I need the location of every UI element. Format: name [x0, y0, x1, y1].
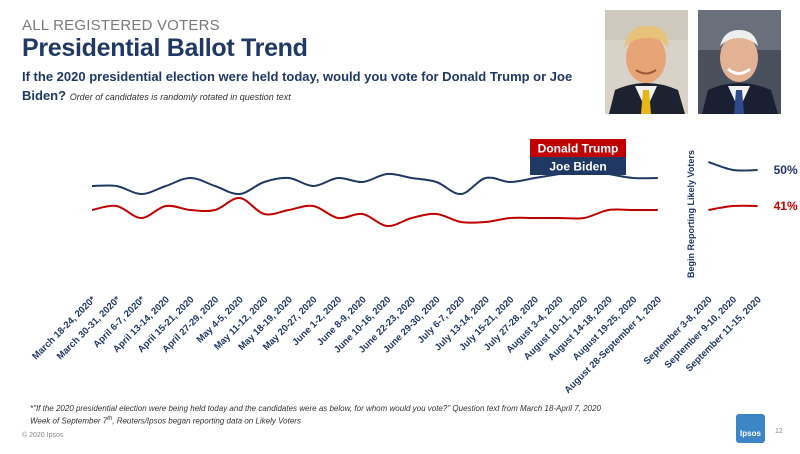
footnote-line-2: Week of September 7th, Reuters/Ipsos beg…	[30, 414, 670, 427]
question-main: If the 2020 presidential election were h…	[22, 69, 573, 103]
x-tick-labels: March 18-24, 2020*March 30-31, 2020*Apri…	[30, 294, 764, 396]
period-label: Begin Reporting Likely Voters	[686, 150, 696, 278]
trump-photo	[605, 10, 688, 114]
legend-biden-label: Joe Biden	[549, 160, 606, 174]
legend: Donald Trump Joe Biden	[530, 139, 626, 175]
supertitle: ALL REGISTERED VOTERS	[22, 17, 220, 34]
footnote-line-2-sup: th	[107, 416, 113, 422]
footnote-line-1: *"If the 2020 presidential election were…	[30, 404, 601, 413]
series-line-donald-trump	[91, 197, 658, 228]
end-labels: 50% 41%	[774, 163, 798, 213]
page-title: Presidential Ballot Trend	[22, 34, 308, 62]
footnote-line-2-pre: Week of September 7	[30, 416, 108, 426]
footnote-line-2-post: , Reuters/Ipsos began reporting data on …	[112, 416, 301, 426]
question-note: Order of candidates is randomly rotated …	[69, 92, 291, 102]
copyright: © 2020 Ipsos	[22, 432, 64, 439]
biden-photo	[698, 10, 781, 114]
legend-biden-box	[530, 157, 626, 175]
series-line-donald-trump-likely	[708, 204, 758, 211]
series-line-joe-biden-likely	[708, 161, 758, 172]
footnote: *"If the 2020 presidential election were…	[30, 403, 670, 427]
ipsos-logo: Ipsos	[736, 414, 765, 443]
page-number: 12	[775, 428, 783, 435]
end-label-joe-biden: 50%	[774, 163, 798, 177]
question-text: If the 2020 presidential election were h…	[22, 67, 597, 107]
end-label-donald-trump: 41%	[774, 199, 798, 213]
legend-trump-box	[530, 139, 626, 157]
legend-trump-label: Donald Trump	[538, 142, 619, 156]
likely-voters-divider: Begin Reporting Likely Voters	[686, 150, 696, 278]
series-lines	[91, 161, 758, 228]
